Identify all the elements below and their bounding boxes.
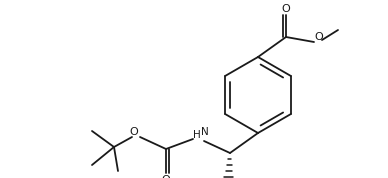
Text: H: H [193, 130, 201, 140]
Text: O: O [315, 32, 323, 42]
Text: O: O [282, 4, 290, 14]
Text: N: N [201, 127, 209, 137]
Text: O: O [130, 127, 139, 137]
Text: O: O [162, 175, 170, 178]
